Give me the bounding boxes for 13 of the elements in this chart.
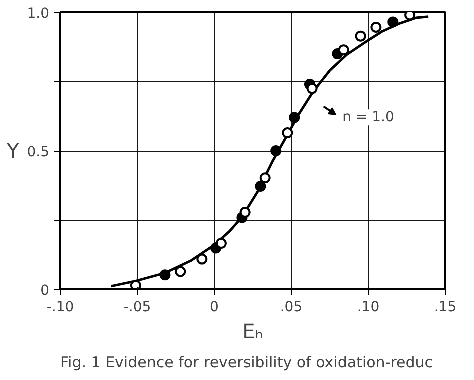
y-tick-label: 1.0 (27, 6, 50, 22)
y-tick-label: 0 (40, 283, 50, 299)
x-tick-label: -.10 (46, 300, 74, 316)
x-tick-label: -.05 (124, 300, 152, 316)
y-axis-title: Y (6, 139, 20, 163)
annotation: n = 1.0 (342, 110, 394, 126)
y-tick-label: 0.5 (27, 144, 50, 160)
x-axis-title: Eₕ (242, 320, 264, 344)
x-tick-label: .15 (434, 300, 457, 316)
x-tick-label: .05 (280, 300, 303, 316)
caption: Fig. 1 Evidence for reversibility of oxidation-reduc (60, 354, 434, 372)
x-tick-label: .10 (357, 300, 380, 316)
x-tick-label: 0 (210, 300, 219, 316)
